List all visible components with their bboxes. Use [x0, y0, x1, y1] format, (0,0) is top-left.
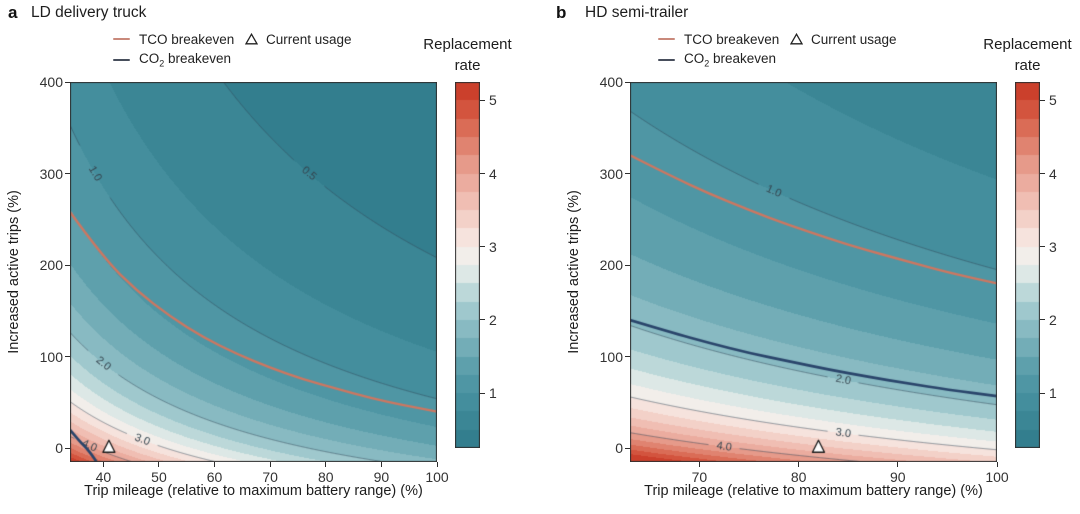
tco-line-swatch-icon	[658, 37, 675, 41]
y-tick-mark	[625, 356, 630, 358]
y-tick-label: 300	[39, 165, 63, 182]
colorbar-title-b: Replacement rate	[983, 36, 1072, 74]
x-tick-label: 100	[985, 469, 1009, 485]
colorbar-tick-mark	[480, 173, 485, 174]
panel-b-title: HD semi-trailer	[585, 4, 689, 21]
x-tick-label: 40	[95, 469, 112, 485]
y-tick-mark	[625, 173, 630, 175]
legend-item-tco-b: TCO breakeven	[658, 31, 779, 47]
x-tick-label: 70	[691, 469, 708, 485]
colorbar-tick-label: 4	[489, 165, 497, 182]
y-tick-label: 200	[599, 257, 623, 274]
colorbar-tick-mark	[1040, 246, 1045, 248]
legend-item-co2-a: CO2 breakeven	[113, 51, 232, 69]
y-tick-mark	[65, 173, 70, 175]
x-tick-label: 90	[373, 469, 390, 485]
legend-label-co2: CO2 breakeven	[684, 51, 777, 69]
colorbar-tick-mark	[1040, 392, 1045, 394]
x-tick-mark	[798, 462, 800, 467]
x-tick-mark	[102, 462, 104, 467]
legend-item-co2-b: CO2 breakeven	[658, 51, 777, 69]
legend-item-usage-b: Current usage	[790, 31, 897, 47]
colorbar-tick-label: 1	[489, 385, 497, 402]
y-tick-mark	[65, 264, 70, 266]
colorbar-a	[455, 82, 480, 448]
y-tick-label: 400	[39, 74, 63, 90]
x-tick-mark	[214, 462, 216, 467]
x-tick-mark	[897, 462, 899, 467]
colorbar-tick-mark	[480, 319, 485, 321]
legend-label-tco: TCO breakeven	[684, 31, 780, 47]
y-tick-label: 300	[599, 165, 623, 182]
y-tick-label: 100	[39, 348, 63, 365]
legend-item-usage-a: Current usage	[245, 31, 352, 47]
x-tick-mark	[158, 462, 160, 467]
x-tick-label: 50	[151, 469, 167, 485]
y-tick-label: 0	[615, 440, 623, 457]
y-tick-label: 0	[55, 440, 63, 457]
colorbar-tick-label: 4	[1049, 165, 1057, 182]
contour-plot-a	[70, 82, 437, 462]
x-tick-mark	[698, 462, 700, 467]
triangle-marker-icon	[245, 33, 258, 45]
x-tick-label: 100	[425, 469, 449, 485]
x-tick-label: 70	[262, 469, 278, 485]
x-axis-label-a: Trip mileage (relative to maximum batter…	[84, 483, 423, 499]
colorbar-tick-mark	[480, 392, 485, 394]
x-tick-label: 80	[790, 469, 807, 485]
panel-b-letter: b	[556, 3, 567, 22]
colorbar-tick-label: 2	[1049, 311, 1057, 328]
legend-item-tco-a: TCO breakeven	[113, 31, 234, 47]
colorbar-tick-label: 3	[1049, 238, 1057, 255]
colorbar-b	[1015, 82, 1040, 448]
colorbar-tick-label: 5	[489, 92, 497, 109]
legend-label-usage: Current usage	[266, 31, 352, 47]
colorbar-tick-mark	[1040, 319, 1045, 321]
y-tick-mark	[65, 81, 70, 83]
colorbar-title-a: Replacement rate	[423, 36, 512, 74]
y-tick-mark	[65, 447, 70, 449]
y-tick-label: 400	[599, 74, 623, 90]
y-tick-label: 200	[39, 257, 63, 274]
legend-label-tco: TCO breakeven	[139, 31, 235, 47]
triangle-marker-icon	[790, 33, 803, 45]
co2-line-swatch-icon	[113, 58, 130, 62]
panel-a-letter: a	[8, 3, 18, 22]
x-tick-label: 90	[890, 469, 906, 485]
colorbar-tick-label: 3	[489, 238, 497, 255]
x-axis-label-b: Trip mileage (relative to maximum batter…	[644, 483, 983, 499]
y-tick-mark	[625, 447, 630, 449]
co2-line-swatch-icon	[658, 58, 675, 62]
panel-a-title: LD delivery truck	[31, 4, 147, 21]
x-tick-mark	[436, 462, 438, 467]
x-tick-mark	[325, 462, 327, 467]
colorbar-tick-mark	[480, 246, 485, 248]
colorbar-tick-mark	[480, 99, 485, 101]
legend-label-co2: CO2 breakeven	[139, 51, 232, 69]
x-tick-mark	[996, 462, 998, 467]
colorbar-tick-label: 2	[489, 311, 497, 328]
y-tick-mark	[65, 356, 70, 358]
x-tick-label: 60	[206, 469, 223, 485]
x-tick-mark	[269, 462, 271, 467]
colorbar-tick-label: 5	[1049, 92, 1057, 109]
y-tick-mark	[625, 264, 630, 266]
legend-label-usage: Current usage	[811, 31, 897, 47]
colorbar-tick-mark	[1040, 173, 1045, 174]
x-tick-mark	[380, 462, 382, 467]
tco-line-swatch-icon	[113, 37, 130, 41]
colorbar-tick-mark	[1040, 99, 1045, 101]
y-tick-label: 100	[599, 348, 623, 365]
x-tick-label: 80	[317, 469, 334, 485]
y-tick-mark	[625, 81, 630, 83]
colorbar-tick-label: 1	[1049, 385, 1057, 402]
contour-plot-b	[630, 82, 997, 462]
